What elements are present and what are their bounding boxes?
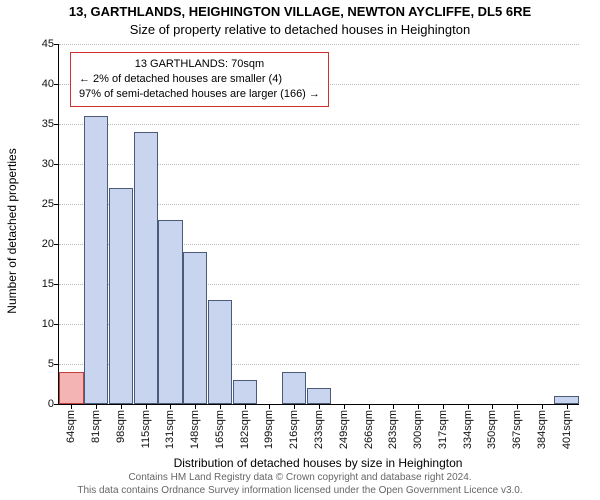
info-line-2: ← 2% of detached houses are smaller (4) xyxy=(79,72,320,87)
bar xyxy=(158,220,182,404)
xtick-mark xyxy=(393,404,394,409)
xtick-mark xyxy=(245,404,246,409)
bar xyxy=(307,388,331,404)
xtick-mark xyxy=(517,404,518,409)
gridline xyxy=(59,44,579,45)
ytick-label: 25 xyxy=(42,198,54,210)
ytick-mark xyxy=(54,244,59,245)
xtick-label: 334sqm xyxy=(462,410,474,449)
y-axis-label: Number of detached properties xyxy=(5,51,19,411)
xtick-label: 165sqm xyxy=(214,410,226,449)
xtick-mark xyxy=(71,404,72,409)
ytick-mark xyxy=(54,204,59,205)
xtick-label: 249sqm xyxy=(338,410,350,449)
xtick-mark xyxy=(443,404,444,409)
ytick-mark xyxy=(54,164,59,165)
xtick-label: 283sqm xyxy=(387,410,399,449)
footer-line-2: This data contains Ordnance Survey infor… xyxy=(0,485,600,498)
xtick-label: 64sqm xyxy=(65,410,77,443)
xtick-label: 384sqm xyxy=(536,410,548,449)
xtick-mark xyxy=(294,404,295,409)
info-line-1: 13 GARTHLANDS: 70sqm xyxy=(79,57,320,72)
xtick-mark xyxy=(542,404,543,409)
xtick-label: 300sqm xyxy=(412,410,424,449)
xtick-label: 199sqm xyxy=(263,410,275,449)
xtick-mark xyxy=(195,404,196,409)
footer-line-1: Contains HM Land Registry data © Crown c… xyxy=(0,472,600,485)
xtick-mark xyxy=(319,404,320,409)
xtick-mark xyxy=(344,404,345,409)
x-axis-label: Distribution of detached houses by size … xyxy=(58,456,578,470)
ytick-mark xyxy=(54,324,59,325)
ytick-mark xyxy=(54,124,59,125)
xtick-label: 350sqm xyxy=(486,410,498,449)
xtick-mark xyxy=(269,404,270,409)
info-box: 13 GARTHLANDS: 70sqm ← 2% of detached ho… xyxy=(70,52,329,107)
xtick-label: 98sqm xyxy=(115,410,127,443)
xtick-mark xyxy=(567,404,568,409)
ytick-label: 5 xyxy=(48,358,54,370)
xtick-label: 81sqm xyxy=(90,410,102,443)
ytick-label: 45 xyxy=(42,38,54,50)
ytick-label: 20 xyxy=(42,238,54,250)
ytick-mark xyxy=(54,364,59,365)
ytick-label: 35 xyxy=(42,118,54,130)
xtick-label: 182sqm xyxy=(239,410,251,449)
xtick-label: 115sqm xyxy=(140,410,152,448)
ytick-label: 15 xyxy=(42,278,54,290)
xtick-mark xyxy=(146,404,147,409)
ytick-mark xyxy=(54,404,59,405)
ytick-label: 0 xyxy=(48,398,54,410)
xtick-mark xyxy=(369,404,370,409)
bar xyxy=(84,116,108,404)
bar xyxy=(233,380,257,404)
xtick-mark xyxy=(468,404,469,409)
xtick-mark xyxy=(170,404,171,409)
xtick-mark xyxy=(96,404,97,409)
xtick-label: 148sqm xyxy=(189,410,201,449)
bar-highlight xyxy=(59,372,83,404)
bar xyxy=(208,300,232,404)
xtick-label: 401sqm xyxy=(561,410,573,449)
info-line-3: 97% of semi-detached houses are larger (… xyxy=(79,87,320,102)
bar xyxy=(134,132,158,404)
ytick-label: 30 xyxy=(42,158,54,170)
xtick-mark xyxy=(220,404,221,409)
xtick-label: 216sqm xyxy=(288,410,300,449)
xtick-label: 131sqm xyxy=(164,410,176,449)
footer-attribution: Contains HM Land Registry data © Crown c… xyxy=(0,472,600,497)
ytick-mark xyxy=(54,284,59,285)
bar xyxy=(109,188,133,404)
xtick-mark xyxy=(492,404,493,409)
xtick-mark xyxy=(121,404,122,409)
chart-title-main: 13, GARTHLANDS, HEIGHINGTON VILLAGE, NEW… xyxy=(0,4,600,19)
ytick-mark xyxy=(54,44,59,45)
xtick-label: 233sqm xyxy=(313,410,325,449)
chart-title-sub: Size of property relative to detached ho… xyxy=(0,22,600,37)
xtick-label: 367sqm xyxy=(511,410,523,449)
ytick-label: 10 xyxy=(42,318,54,330)
bar xyxy=(554,396,578,404)
xtick-mark xyxy=(418,404,419,409)
ytick-label: 40 xyxy=(42,78,54,90)
bar xyxy=(183,252,207,404)
xtick-label: 266sqm xyxy=(363,410,375,449)
bar xyxy=(282,372,306,404)
gridline xyxy=(59,124,579,125)
xtick-label: 317sqm xyxy=(437,410,449,449)
ytick-mark xyxy=(54,84,59,85)
